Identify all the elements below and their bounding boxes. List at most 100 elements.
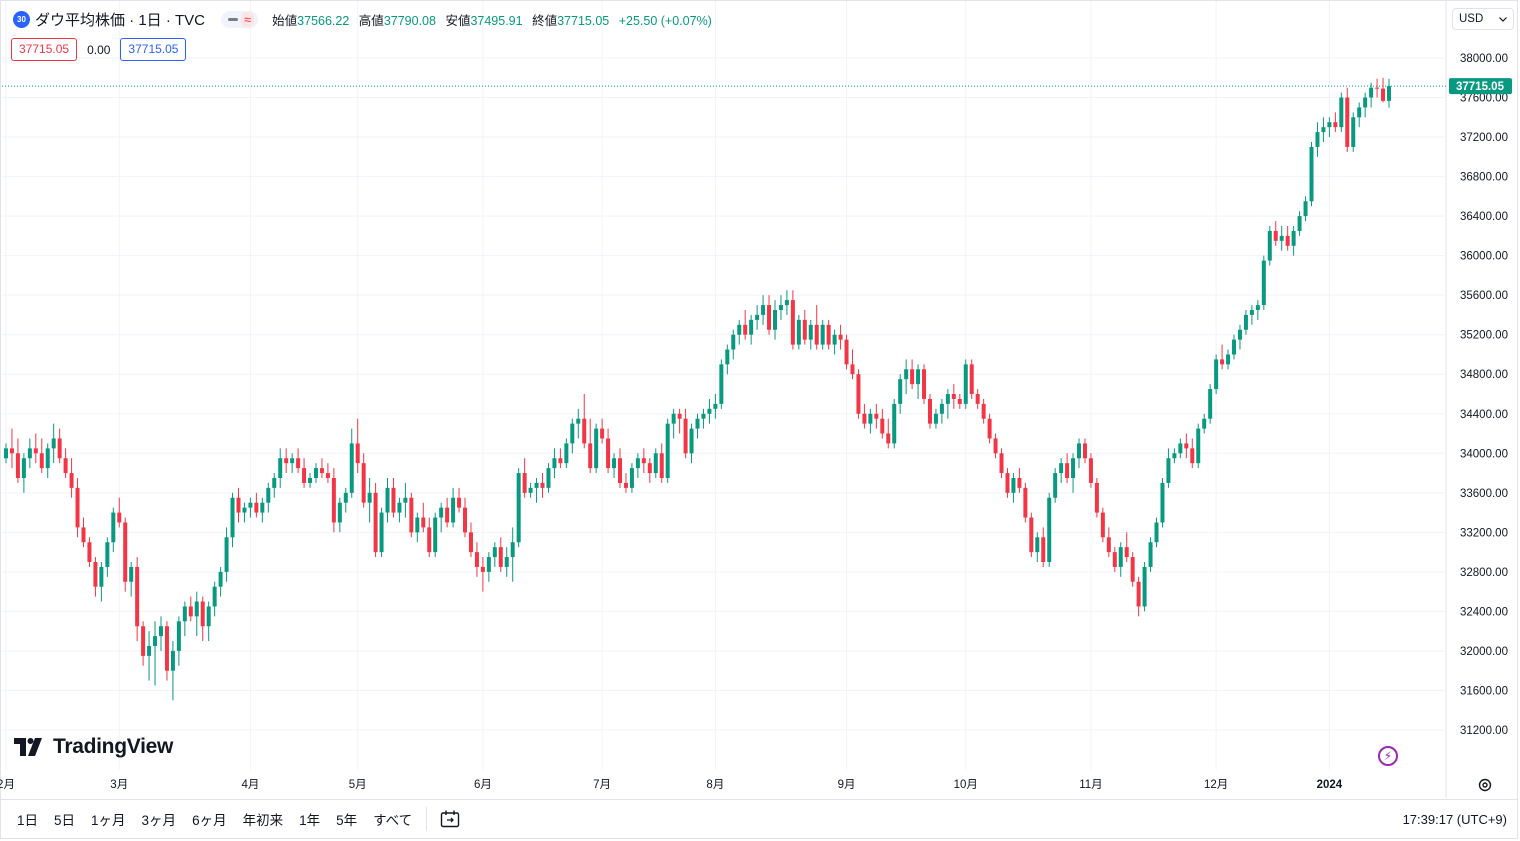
candle[interactable] xyxy=(1017,468,1022,493)
candle[interactable] xyxy=(892,398,897,449)
candle[interactable] xyxy=(1059,458,1064,483)
candle[interactable] xyxy=(1267,226,1272,266)
candle[interactable] xyxy=(1291,226,1296,256)
candle[interactable] xyxy=(123,517,128,592)
candle[interactable] xyxy=(927,394,932,429)
symbol-badge[interactable]: 30 xyxy=(13,11,30,28)
range-1m[interactable]: 1ヶ月 xyxy=(91,813,126,828)
candle[interactable] xyxy=(1106,527,1111,558)
candle[interactable] xyxy=(415,512,420,543)
candle[interactable] xyxy=(421,502,426,533)
lightning-icon[interactable]: ⚡ xyxy=(1378,746,1398,766)
candle[interactable] xyxy=(945,389,950,419)
sell-button[interactable]: 37715.05 xyxy=(11,38,78,61)
candle[interactable] xyxy=(755,305,760,330)
candle[interactable] xyxy=(606,428,611,474)
candle[interactable] xyxy=(1035,532,1040,562)
candle[interactable] xyxy=(612,453,617,478)
candle[interactable] xyxy=(1071,453,1076,493)
candle[interactable] xyxy=(451,487,456,528)
candle[interactable] xyxy=(522,458,527,498)
candle[interactable] xyxy=(910,359,915,390)
candle[interactable] xyxy=(1255,300,1260,320)
candle[interactable] xyxy=(87,537,92,567)
candle[interactable] xyxy=(504,547,509,577)
candle[interactable] xyxy=(701,408,706,429)
candle[interactable] xyxy=(826,319,831,350)
candle[interactable] xyxy=(1118,542,1123,577)
candle[interactable] xyxy=(117,497,122,528)
candle[interactable] xyxy=(457,487,462,513)
candle[interactable] xyxy=(1232,334,1237,360)
chart-style-toggle[interactable]: ≈ xyxy=(221,11,259,28)
candle[interactable] xyxy=(933,408,938,429)
candle[interactable] xyxy=(385,478,390,523)
candle[interactable] xyxy=(808,319,813,350)
candle[interactable] xyxy=(1047,492,1052,567)
candle[interactable] xyxy=(814,305,819,350)
candle[interactable] xyxy=(993,433,998,459)
candle[interactable] xyxy=(468,522,473,558)
candle[interactable] xyxy=(618,448,623,488)
candle[interactable] xyxy=(558,448,563,469)
candle[interactable] xyxy=(158,616,163,651)
calendar-icon[interactable] xyxy=(439,808,461,830)
candle[interactable] xyxy=(433,512,438,558)
candle[interactable] xyxy=(737,319,742,345)
candle[interactable] xyxy=(373,482,378,558)
candle[interactable] xyxy=(534,478,539,503)
candle[interactable] xyxy=(63,448,68,478)
candle[interactable] xyxy=(284,448,289,474)
candle[interactable] xyxy=(880,408,885,439)
candle[interactable] xyxy=(409,492,414,538)
candle[interactable] xyxy=(677,408,682,434)
candle[interactable] xyxy=(1303,196,1308,222)
candle[interactable] xyxy=(1387,78,1391,108)
candle[interactable] xyxy=(540,473,545,498)
candle[interactable] xyxy=(1005,468,1010,498)
candle[interactable] xyxy=(93,557,98,597)
candle[interactable] xyxy=(683,408,688,459)
candle[interactable] xyxy=(975,389,980,409)
candle[interactable] xyxy=(236,487,241,523)
candle[interactable] xyxy=(1023,482,1028,523)
candle[interactable] xyxy=(802,310,807,345)
candle[interactable] xyxy=(546,463,551,493)
candle[interactable] xyxy=(957,394,962,409)
candle[interactable] xyxy=(576,408,581,439)
candle[interactable] xyxy=(486,552,491,582)
range-5d[interactable]: 5日 xyxy=(54,813,76,828)
candle[interactable] xyxy=(969,359,974,399)
candle[interactable] xyxy=(1339,92,1344,133)
candle[interactable] xyxy=(403,482,408,518)
candle[interactable] xyxy=(629,463,634,493)
candle[interactable] xyxy=(379,507,384,558)
candle[interactable] xyxy=(516,468,521,548)
gear-icon[interactable] xyxy=(1477,777,1493,793)
candle[interactable] xyxy=(81,517,86,548)
candle[interactable] xyxy=(1136,576,1141,617)
candle[interactable] xyxy=(230,492,235,548)
candle[interactable] xyxy=(1208,384,1213,424)
candle[interactable] xyxy=(713,394,718,419)
candle[interactable] xyxy=(4,443,8,464)
candle[interactable] xyxy=(176,616,181,666)
candle[interactable] xyxy=(397,497,402,523)
candle[interactable] xyxy=(719,359,724,409)
candle[interactable] xyxy=(200,596,205,642)
candle[interactable] xyxy=(725,344,730,375)
candle[interactable] xyxy=(653,448,658,478)
candle[interactable] xyxy=(1309,142,1314,207)
candle[interactable] xyxy=(1321,117,1326,142)
candle[interactable] xyxy=(1178,438,1183,459)
candle[interactable] xyxy=(1166,448,1171,488)
candle[interactable] xyxy=(1375,78,1380,98)
candle[interactable] xyxy=(922,364,927,404)
candle[interactable] xyxy=(194,591,199,637)
candle[interactable] xyxy=(1077,438,1082,469)
candle[interactable] xyxy=(1154,517,1159,548)
candle[interactable] xyxy=(850,349,855,380)
candle[interactable] xyxy=(1297,211,1302,236)
candle[interactable] xyxy=(313,463,318,483)
candle[interactable] xyxy=(99,562,104,602)
